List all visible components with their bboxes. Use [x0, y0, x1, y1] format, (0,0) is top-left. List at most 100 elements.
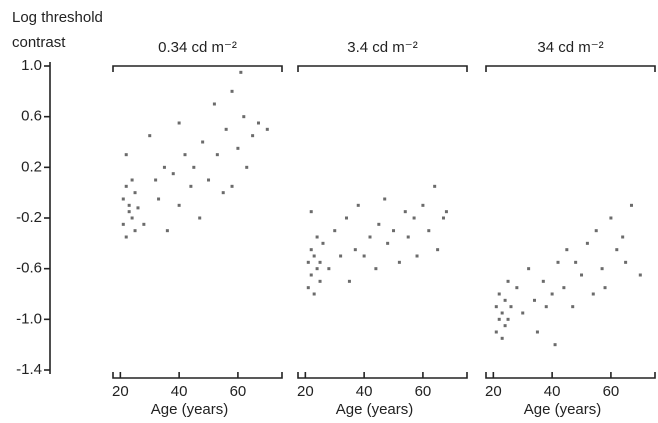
data-point — [224, 127, 228, 131]
data-point — [236, 146, 240, 150]
data-point — [309, 273, 313, 277]
data-point — [532, 298, 536, 302]
y-tick-label: -1.4 — [16, 361, 42, 378]
data-point — [541, 279, 545, 283]
data-point — [500, 311, 504, 315]
data-point — [392, 229, 396, 233]
data-point — [421, 203, 425, 207]
data-point — [306, 286, 310, 290]
data-point — [509, 305, 513, 309]
panel-title: 0.34 cd m⁻² — [158, 39, 237, 56]
data-point — [580, 273, 584, 277]
data-point — [353, 248, 357, 252]
title-bracket — [112, 65, 283, 72]
data-point — [444, 210, 448, 214]
data-point — [265, 127, 269, 131]
data-point — [177, 121, 181, 125]
data-point — [629, 203, 633, 207]
x-tick-label: 20 — [485, 383, 502, 400]
data-point — [500, 336, 504, 340]
x-axis — [297, 372, 468, 379]
data-point — [306, 260, 310, 264]
data-point — [315, 267, 319, 271]
data-point — [515, 286, 519, 290]
data-point — [212, 102, 216, 106]
data-point — [201, 140, 205, 144]
data-point — [148, 134, 152, 138]
data-point — [239, 70, 243, 74]
data-point — [406, 235, 410, 239]
x-axis — [485, 372, 656, 379]
data-point — [312, 254, 316, 258]
data-point — [506, 317, 510, 321]
data-point — [585, 241, 589, 245]
x-tick-label: 40 — [171, 383, 188, 400]
data-point — [130, 216, 134, 220]
data-point — [198, 216, 202, 220]
data-point — [403, 210, 407, 214]
data-point — [609, 216, 613, 220]
data-point — [130, 178, 134, 182]
data-point — [377, 222, 381, 226]
data-point — [344, 216, 348, 220]
x-tick-label: 60 — [230, 383, 247, 400]
data-point — [574, 260, 578, 264]
data-point — [571, 305, 575, 309]
data-point — [494, 330, 498, 334]
data-point — [124, 235, 128, 239]
y-tick-label: 0.2 — [21, 158, 42, 175]
data-point — [165, 229, 169, 233]
data-point — [556, 260, 560, 264]
data-point — [136, 206, 140, 210]
data-point — [562, 286, 566, 290]
y-axis-label: contrast — [12, 34, 66, 51]
x-axis-label: Age (years) — [524, 401, 602, 418]
data-point — [427, 229, 431, 233]
data-point — [441, 216, 445, 220]
data-point — [221, 191, 225, 195]
data-point — [189, 184, 193, 188]
data-point — [327, 267, 331, 271]
data-point — [550, 292, 554, 296]
data-point — [506, 279, 510, 283]
data-point — [192, 165, 196, 169]
panel-title: 3.4 cd m⁻² — [347, 39, 417, 56]
data-point — [347, 279, 351, 283]
y-tick-label: -0.2 — [16, 209, 42, 226]
x-tick-label: 60 — [415, 383, 432, 400]
y-tick-label: -0.6 — [16, 260, 42, 277]
data-point — [177, 203, 181, 207]
data-point — [183, 153, 187, 157]
data-point — [374, 267, 378, 271]
data-point — [603, 286, 607, 290]
data-point — [318, 279, 322, 283]
data-point — [157, 197, 161, 201]
title-bracket — [297, 65, 468, 72]
title-bracket — [485, 65, 656, 72]
data-point — [356, 203, 360, 207]
data-point — [245, 165, 249, 169]
data-point — [315, 235, 319, 239]
data-point — [133, 229, 137, 233]
data-point — [615, 248, 619, 252]
data-point — [127, 210, 131, 214]
data-point — [318, 260, 322, 264]
data-point — [503, 324, 507, 328]
data-point — [121, 197, 125, 201]
x-tick-label: 40 — [356, 383, 373, 400]
data-point — [553, 343, 557, 347]
data-point — [600, 267, 604, 271]
y-tick-label: -1.0 — [16, 310, 42, 327]
data-point — [133, 191, 137, 195]
y-axis-label: Log threshold — [12, 9, 103, 26]
y-tick-label: 0.6 — [21, 108, 42, 125]
data-point — [154, 178, 158, 182]
data-point — [230, 184, 234, 188]
data-point — [503, 298, 507, 302]
data-point — [565, 248, 569, 252]
data-point — [207, 178, 211, 182]
data-point — [535, 330, 539, 334]
data-point — [497, 292, 501, 296]
x-axis-label: Age (years) — [336, 401, 414, 418]
